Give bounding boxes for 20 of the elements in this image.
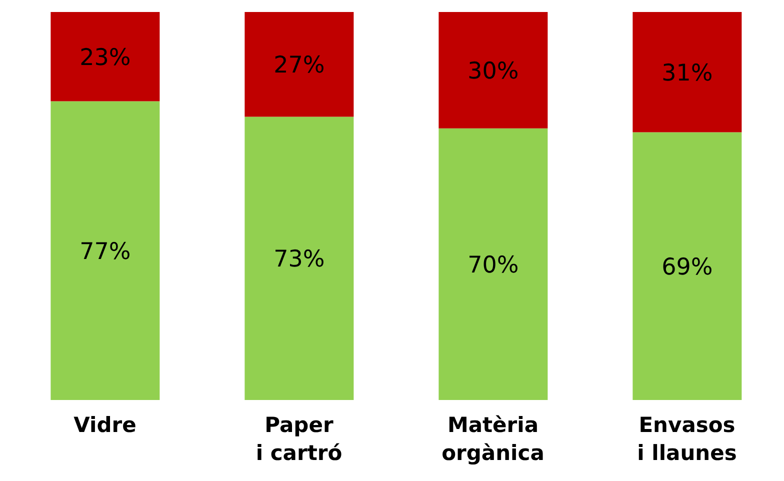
- bar: [438, 128, 548, 400]
- data-label: 77%: [80, 238, 131, 265]
- bar: [438, 12, 548, 128]
- bar: [632, 132, 742, 400]
- bar: [244, 116, 354, 400]
- bar: [244, 12, 354, 117]
- bar: [50, 101, 160, 400]
- data-label: 23%: [80, 44, 131, 71]
- bar: [632, 12, 742, 132]
- x-tick-label: Envasos i llaunes: [637, 413, 737, 465]
- x-tick-label: Matèria orgànica: [442, 413, 544, 465]
- bar: [50, 12, 160, 102]
- data-label: 73%: [274, 246, 325, 273]
- x-tick-label: Vidre: [74, 413, 136, 437]
- data-label: 31%: [662, 60, 713, 86]
- data-label: 27%: [274, 52, 325, 79]
- data-label: 70%: [468, 252, 519, 278]
- data-label: 30%: [468, 58, 519, 84]
- x-tick-label: Paper i cartró: [256, 413, 342, 465]
- data-label: 69%: [662, 254, 713, 280]
